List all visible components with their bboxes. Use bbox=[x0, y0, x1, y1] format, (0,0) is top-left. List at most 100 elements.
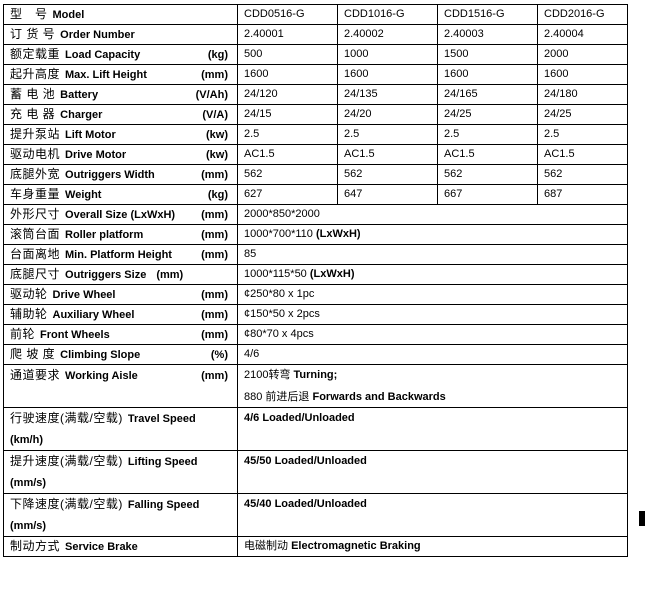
label-line: 底腿尺寸 Outriggers Size (mm) bbox=[10, 266, 237, 282]
value-text: ¢250*80 x 1pc bbox=[244, 288, 315, 300]
label-unit: (kg) bbox=[207, 188, 228, 201]
value-cell: ¢80*70 x 4pcs bbox=[237, 324, 628, 345]
value-line: 1000*115*50 (LxWxH) bbox=[244, 268, 624, 281]
value-cell: 1000 bbox=[337, 44, 438, 65]
label-unit-line2: (km/h) bbox=[10, 434, 43, 446]
value-text: 45/50 Loaded/Unloaded bbox=[244, 455, 367, 467]
label-en: Overall Size (LxWxH) bbox=[65, 208, 176, 221]
table-row: 充 电 器 Charger (V/A) 24/15 24/20 24/25 24/25 bbox=[3, 104, 628, 125]
value-cell: 24/15 bbox=[237, 104, 338, 125]
label-zh: 起升高度 bbox=[10, 66, 61, 81]
value-text: (LxWxH) bbox=[309, 268, 355, 280]
value-cell: 687 bbox=[537, 184, 628, 205]
value-cell: 1600 bbox=[537, 64, 628, 85]
value-text: 1000*115*50 bbox=[244, 268, 310, 280]
value-line: ¢250*80 x 1pc bbox=[244, 288, 624, 301]
table-row: 滚筒台面 Roller platform (mm) 1000*700*110 (LxW… bbox=[3, 224, 628, 245]
label-zh: 爬 坡 度 bbox=[10, 346, 56, 361]
row-label: 制动方式 Service Brake bbox=[3, 536, 238, 557]
value-text: Forwards and Backwards bbox=[312, 391, 446, 403]
label-en: Climbing Slope bbox=[60, 348, 141, 361]
label-unit: (V/A) bbox=[202, 108, 228, 121]
row-label: 车身重量 Weight (kg) bbox=[3, 184, 238, 205]
label-line: 蓄 电 池 Battery (V/Ah) bbox=[10, 86, 237, 102]
label-zh: 蓄 电 池 bbox=[10, 86, 56, 101]
label-en: Battery bbox=[60, 88, 99, 101]
row-label: 提升速度(满载/空载) Lifting Speed (mm/s) bbox=[3, 450, 238, 494]
value-text: 2000*850*2000 bbox=[244, 208, 320, 220]
value-cell: 1000*115*50 (LxWxH) bbox=[237, 264, 628, 285]
row-label: 前轮 Front Wheels (mm) bbox=[3, 324, 238, 345]
table-row: 蓄 电 池 Battery (V/Ah) 24/120 24/135 24/165 24/1… bbox=[3, 84, 628, 105]
label-unit: (mm) bbox=[156, 268, 184, 281]
label-line: 滚筒台面 Roller platform (mm) bbox=[10, 227, 237, 242]
label-unit: (mm) bbox=[201, 228, 228, 241]
value-cell: 500 bbox=[237, 44, 338, 65]
label-en: Falling Speed bbox=[127, 499, 200, 511]
value-cell: 2.5 bbox=[437, 124, 538, 145]
label-zh: 充 电 器 bbox=[10, 106, 56, 121]
table-row: 驱动轮 Drive Wheel (mm) ¢250*80 x 1pc bbox=[3, 284, 628, 305]
value-cell: AC1.5 bbox=[437, 144, 538, 165]
label-unit: (V/Ah) bbox=[195, 88, 228, 101]
row-label: 通道要求 Working Aisle (mm) bbox=[3, 364, 238, 408]
value-cell: 2.40004 bbox=[537, 24, 628, 45]
label-en: Outriggers Size bbox=[65, 268, 147, 281]
table-row: 通道要求 Working Aisle (mm) 2100转弯 Turning; 880 … bbox=[3, 364, 628, 408]
label-unit-line2: (mm/s) bbox=[10, 520, 47, 532]
value-line: ¢150*50 x 2pcs bbox=[244, 308, 624, 321]
label-en: Drive Wheel bbox=[52, 288, 116, 301]
label-en: Drive Motor bbox=[65, 148, 127, 161]
table-row: 行驶速度(满载/空载) Travel Speed (km/h) 4/6 Loaded/… bbox=[3, 407, 628, 451]
label-zh: 驱动电机 bbox=[10, 146, 61, 161]
label-line: 充 电 器 Charger (V/A) bbox=[10, 106, 237, 122]
value-text: 1000*700*110 bbox=[244, 228, 316, 240]
value-cell: AC1.5 bbox=[337, 144, 438, 165]
value-cell: 4/6 Loaded/Unloaded bbox=[237, 407, 628, 451]
table-row: 下降速度(满载/空载) Falling Speed (mm/s) 45/40 Load… bbox=[3, 493, 628, 537]
value-text: 4/6 Loaded/Unloaded bbox=[244, 412, 355, 424]
label-line: 驱动电机 Drive Motor (kw) bbox=[10, 146, 237, 162]
row-label: 外形尺寸 Overall Size (LxWxH) (mm) bbox=[3, 204, 238, 225]
label-unit: (mm) bbox=[201, 208, 228, 221]
value-line: 2100转弯 Turning; bbox=[244, 369, 624, 382]
value-cell: 2.5 bbox=[537, 124, 628, 145]
label-en: Max. Lift Height bbox=[65, 68, 147, 81]
label-unit: (mm) bbox=[201, 248, 228, 261]
table-row: 爬 坡 度 Climbing Slope (%) 4/6 bbox=[3, 344, 628, 365]
value-cell: 2100转弯 Turning; 880 前进后退 Forwards and Bac… bbox=[237, 364, 628, 408]
value-text: 电磁制动 bbox=[244, 540, 292, 552]
value-cell: 562 bbox=[537, 164, 628, 185]
label-en: Lift Motor bbox=[65, 128, 116, 141]
label-zh: 提升泵站 bbox=[10, 126, 61, 141]
label-line: 辅助轮 Auxiliary Wheel (mm) bbox=[10, 307, 237, 322]
label-zh: 底腿尺寸 bbox=[10, 266, 61, 281]
value-cell: 667 bbox=[437, 184, 538, 205]
label-unit: (mm) bbox=[201, 308, 228, 321]
label-en: Load Capacity bbox=[65, 48, 141, 61]
label-en: Order Number bbox=[60, 28, 135, 41]
value-cell: AC1.5 bbox=[237, 144, 338, 165]
value-cell: 24/20 bbox=[337, 104, 438, 125]
table-row: 外形尺寸 Overall Size (LxWxH) (mm) 2000*850*200… bbox=[3, 204, 628, 225]
row-label: 订 货 号 Order Number bbox=[3, 24, 238, 45]
label-zh: 驱动轮 bbox=[10, 286, 48, 301]
label-unit: (mm) bbox=[201, 370, 228, 382]
table-row: 台面离地 Min. Platform Height (mm) 85 bbox=[3, 244, 628, 265]
value-cell: 45/40 Loaded/Unloaded bbox=[237, 493, 628, 537]
label-line: 行驶速度(满载/空载) Travel Speed bbox=[10, 412, 237, 426]
value-cell: 562 bbox=[237, 164, 338, 185]
label-en: Working Aisle bbox=[65, 370, 138, 382]
value-cell: CDD0516-G bbox=[237, 4, 338, 25]
value-cell: 1600 bbox=[437, 64, 538, 85]
table-row: 底腿外宽 Outriggers Width (mm) 562 562 562 562 bbox=[3, 164, 628, 185]
label-line: 制动方式 Service Brake bbox=[10, 539, 237, 554]
value-cell: 647 bbox=[337, 184, 438, 205]
label-zh: 行驶速度(满载/空载) bbox=[10, 411, 123, 425]
value-cell: 45/50 Loaded/Unloaded bbox=[237, 450, 628, 494]
label-unit: (kg) bbox=[207, 48, 228, 61]
value-cell: 562 bbox=[437, 164, 538, 185]
row-label: 充 电 器 Charger (V/A) bbox=[3, 104, 238, 125]
label-line: 下降速度(满载/空载) Falling Speed bbox=[10, 498, 237, 512]
table-row: 底腿尺寸 Outriggers Size (mm) 1000*115*50 (LxWx… bbox=[3, 264, 628, 285]
